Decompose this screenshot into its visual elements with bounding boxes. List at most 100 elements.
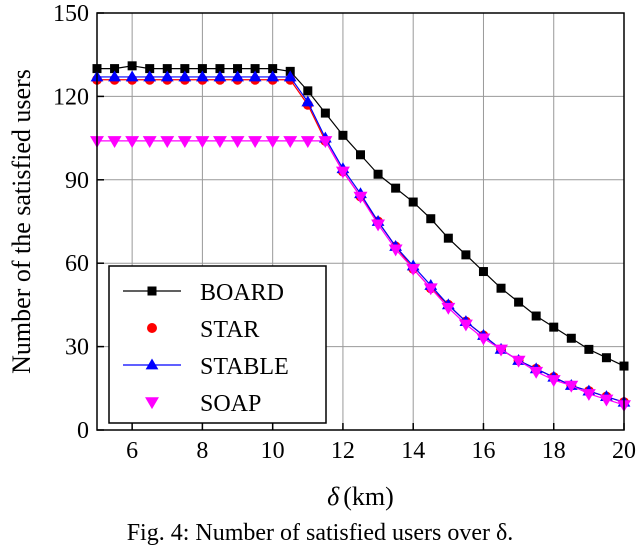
y-tick-label: 120 (53, 84, 89, 110)
data-point-board (566, 333, 576, 343)
x-tick-label: 6 (126, 438, 138, 464)
data-point-board (215, 64, 225, 74)
data-point-soap (564, 380, 579, 393)
data-point-board (127, 61, 137, 71)
data-point-soap (494, 344, 508, 357)
data-point-board (250, 64, 260, 74)
x-tick-label: 12 (331, 438, 355, 464)
legend-item-board: BOARD (123, 280, 284, 306)
data-point-soap (406, 263, 421, 276)
data-point-board (162, 64, 172, 74)
data-point-stable (231, 70, 244, 82)
data-point-board (408, 197, 418, 207)
chart: 6 8 10 12 14 16 18 20 0 30 60 90 120 150 Number of th… (0, 0, 640, 520)
data-point-soap (318, 136, 333, 148)
data-point-stable (160, 70, 174, 82)
data-point-soap (371, 219, 386, 232)
legend-label-soap: SOAP (200, 391, 261, 417)
legend-item-stable: STABLE (123, 354, 289, 380)
data-point-soap (441, 302, 456, 315)
data-point-stable (178, 70, 192, 82)
data-point-board (514, 297, 524, 307)
data-point-stable (213, 70, 227, 82)
x-tick-label: 18 (542, 438, 566, 464)
legend-label-board: BOARD (200, 280, 284, 306)
x-tick-label: 20 (612, 438, 636, 464)
data-point-soap (476, 333, 491, 346)
data-point-soap (423, 283, 438, 296)
data-point-soap (248, 136, 263, 148)
y-tick-label: 0 (77, 418, 89, 444)
data-point-board (391, 183, 401, 193)
series-soap (90, 136, 631, 413)
data-point-soap (125, 136, 140, 148)
data-point-board (320, 108, 330, 118)
data-point-board (268, 64, 278, 74)
legend-label-stable: STABLE (200, 354, 289, 380)
data-point-stable (301, 95, 315, 107)
data-point-board (233, 64, 243, 74)
data-point-stable (266, 70, 280, 82)
data-point-soap (107, 136, 122, 148)
legend-item-star: STAR (147, 317, 259, 343)
data-point-soap (300, 136, 315, 148)
data-point-stable (108, 70, 121, 82)
data-point-stable (143, 70, 157, 82)
data-point-board (601, 353, 611, 363)
legend-marker-star (147, 323, 157, 333)
y-axis-title: Number of the satisfied users (7, 69, 36, 374)
plot-background (0, 0, 640, 520)
x-tick-label: 8 (196, 438, 208, 464)
data-point-soap (546, 375, 561, 388)
data-point-soap (458, 319, 473, 332)
data-point-board (373, 169, 383, 179)
data-point-soap (230, 136, 245, 148)
data-point-board (496, 283, 506, 293)
legend-marker-stable (145, 358, 159, 370)
data-point-board (584, 344, 594, 354)
legend: BOARD STAR STABLE SOAP (108, 265, 327, 424)
data-point-board (549, 322, 559, 332)
series-board (92, 61, 629, 371)
data-point-soap (353, 191, 368, 204)
x-axis-unit: (km) (343, 482, 394, 511)
legend-label-star: STAR (200, 317, 259, 343)
data-point-soap (283, 136, 298, 148)
data-point-board (443, 233, 453, 243)
data-point-board (531, 311, 541, 321)
legend-box (108, 265, 327, 424)
data-point-soap (142, 136, 157, 148)
data-point-soap (265, 136, 280, 148)
legend-marker-board (147, 286, 157, 296)
data-point-soap (335, 166, 350, 179)
data-point-board (356, 150, 365, 160)
data-point-board (303, 86, 313, 96)
data-point-board (478, 267, 488, 277)
data-point-soap (511, 355, 526, 368)
y-tick-label: 90 (65, 168, 89, 194)
data-point-soap (529, 366, 544, 379)
data-point-soap (160, 136, 175, 148)
data-point-board (426, 214, 436, 224)
data-point-board (197, 64, 207, 74)
data-point-board (461, 250, 471, 260)
data-point-board (180, 64, 190, 74)
data-point-board (110, 64, 120, 74)
x-tick-label: 10 (261, 438, 285, 464)
legend-item-soap: SOAP (145, 391, 261, 417)
data-point-stable (248, 70, 262, 82)
data-point-soap (388, 244, 403, 257)
x-axis-symbol: δ (327, 482, 340, 511)
x-tick-label: 14 (401, 438, 425, 464)
y-tick-label: 30 (65, 335, 89, 361)
data-point-soap (177, 136, 192, 148)
y-tick-label: 60 (65, 251, 89, 277)
data-point-board (338, 130, 348, 140)
figure-caption: Fig. 4: Number of satisfied users over δ… (126, 520, 514, 546)
plot-frame (96, 12, 625, 431)
x-axis-title: δ (km) (327, 482, 394, 511)
x-tick-label: 16 (471, 438, 495, 464)
data-point-stable (196, 70, 209, 82)
data-point-board (145, 64, 155, 74)
data-point-soap (581, 389, 596, 401)
